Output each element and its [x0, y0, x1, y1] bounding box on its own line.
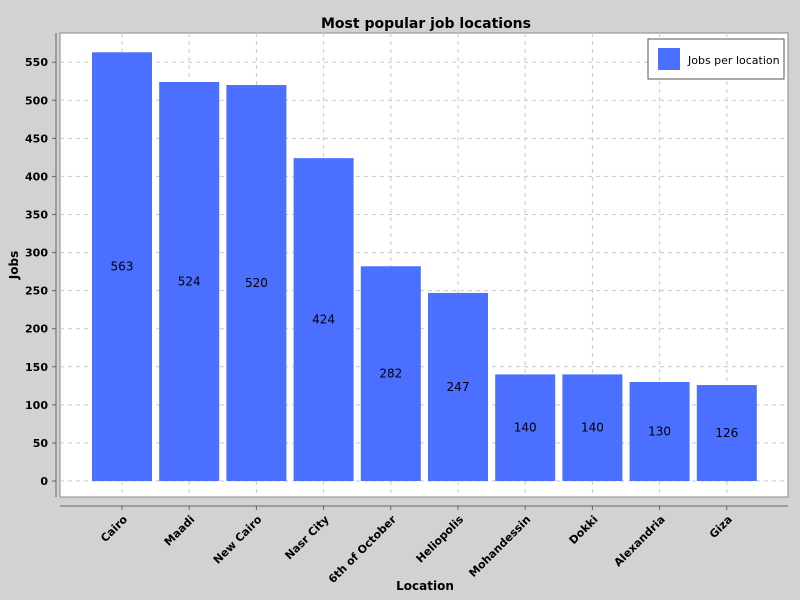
y-tick-label-400: 400 — [25, 170, 48, 183]
y-tick-label-350: 350 — [25, 208, 48, 221]
y-tick-label-250: 250 — [25, 285, 48, 298]
y-tick-label-500: 500 — [25, 94, 48, 107]
bars — [92, 52, 757, 482]
data-label-4: 282 — [379, 367, 402, 381]
bar-7 — [562, 374, 623, 481]
data-labels: 563 524 520 424 282 247 140 140 130 126 — [111, 260, 739, 440]
y-tick-label-450: 450 — [25, 132, 48, 145]
data-label-3: 424 — [312, 313, 335, 327]
y-tick-label-0: 0 — [40, 475, 48, 488]
bar-0 — [92, 52, 152, 482]
bar-6 — [495, 374, 556, 481]
data-label-0: 563 — [111, 260, 134, 274]
bar-8 — [629, 382, 690, 481]
bar-3 — [293, 158, 354, 481]
bar-1 — [159, 81, 220, 482]
bar-4 — [360, 266, 421, 481]
y-tick-label-200: 200 — [25, 323, 48, 336]
data-label-7: 140 — [581, 421, 604, 435]
data-label-2: 520 — [245, 276, 268, 290]
y-axis-label: Jobs — [7, 251, 21, 280]
legend-entry: Jobs per location — [687, 54, 780, 67]
bar-9 — [696, 385, 757, 481]
data-label-1: 524 — [178, 274, 201, 288]
data-label-9: 126 — [715, 426, 738, 440]
y-tick-label-100: 100 — [25, 399, 48, 412]
bar-2 — [226, 85, 287, 481]
data-label-5: 247 — [447, 380, 470, 394]
bar-5 — [428, 292, 488, 481]
data-label-6: 140 — [514, 421, 537, 435]
y-tick-label-50: 50 — [33, 437, 49, 450]
y-axis-ticks: 0 50 100 150 200 250 300 350 400 450 500 550 — [25, 56, 56, 488]
x-axis-label: Location — [396, 579, 454, 593]
y-tick-label-300: 300 — [25, 247, 48, 260]
legend-swatch — [658, 48, 680, 70]
legend: Jobs per location — [647, 38, 785, 80]
chart-title: Most popular job locations — [321, 16, 531, 32]
y-tick-label-150: 150 — [25, 361, 48, 374]
y-tick-label-550: 550 — [25, 56, 48, 69]
data-label-8: 130 — [648, 425, 671, 439]
